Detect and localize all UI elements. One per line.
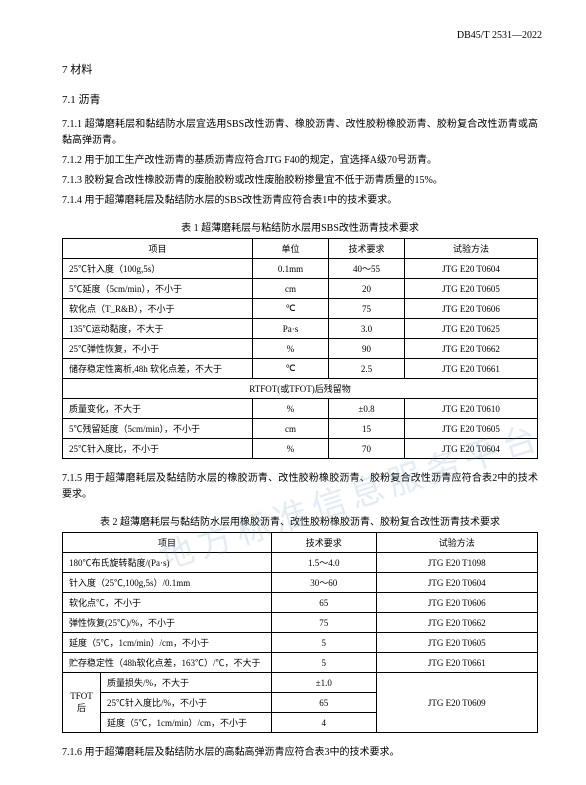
- table-cell: 65: [272, 593, 377, 613]
- table-cell: %: [253, 439, 329, 459]
- table-cell: 软化点℃，不小于: [63, 593, 272, 613]
- table-cell: 90: [329, 339, 405, 359]
- table-cell: JTG E20 T1098: [376, 553, 538, 573]
- table-2: 项目 技术要求 试验方法 180℃布氏旋转黏度/(Pa·s)1.5～4.0JTG…: [62, 532, 538, 733]
- table-cell: 软化点（T_R&B），不小于: [63, 299, 253, 319]
- table-cell: %: [253, 399, 329, 419]
- table-cell: cm: [253, 419, 329, 439]
- table-cell: 储存稳定性离析,48h 软化点差，不大于: [63, 359, 253, 379]
- table1-head-unit: 单位: [253, 239, 329, 259]
- table-cell: cm: [253, 279, 329, 299]
- table-cell: ℃: [253, 359, 329, 379]
- doc-number: DB45/T 2531—2022: [62, 30, 542, 41]
- table2-head-item: 项目: [63, 533, 272, 553]
- para-7-1-4: 7.1.4 用于超薄磨耗层及黏结防水层的SBS改性沥青应符合表1中的技术要求。: [62, 193, 538, 209]
- para-7-1-6: 7.1.6 用于超薄磨耗层及黏结防水层的高黏高弹沥青应符合表3中的技术要求。: [62, 745, 538, 761]
- table-cell: JTG E20 T0662: [376, 613, 538, 633]
- table-cell: ±1.0: [272, 673, 377, 693]
- table-cell: 针入度（25℃,100g,5s）/0.1mm: [63, 573, 272, 593]
- table-cell: 3.0: [329, 319, 405, 339]
- table-cell: 弹性恢复(25℃)/%，不小于: [63, 613, 272, 633]
- table-cell: %: [253, 339, 329, 359]
- table-cell: 贮存稳定性（48h软化点差，163℃）/℃，不大于: [63, 653, 272, 673]
- table-cell: JTG E20 T0606: [376, 593, 538, 613]
- table-cell: 40～55: [329, 259, 405, 279]
- table2-title: 表 2 超薄磨耗层与黏结防水层用橡胶沥青、改性胶粉橡胶沥青、胶粉复合改性沥青技术…: [62, 513, 538, 528]
- table1-head-item: 项目: [63, 239, 253, 259]
- para-7-1-2: 7.1.2 用于加工生产改性沥青的基质沥青应符合JTG F40的规定，宜选择A级…: [62, 153, 538, 169]
- table-1: 项目 单位 技术要求 试验方法 25℃针入度（100g,5s）0.1mm40～5…: [62, 238, 538, 459]
- table-cell: JTG E20 T0604: [405, 439, 538, 459]
- section-7-heading: 7 材料: [62, 61, 538, 77]
- table2-head-method: 试验方法: [376, 533, 538, 553]
- table-cell: JTG E20 T0661: [376, 653, 538, 673]
- table-cell: 75: [329, 299, 405, 319]
- table-cell: JTG E20 T0606: [405, 299, 538, 319]
- table-cell: 质量损失/%，不大于: [101, 673, 272, 693]
- table-cell: JTG E20 T0662: [405, 339, 538, 359]
- table2-head-req: 技术要求: [272, 533, 377, 553]
- table1-head-method: 试验方法: [405, 239, 538, 259]
- table-cell: 30～60: [272, 573, 377, 593]
- table-cell: 5: [272, 633, 377, 653]
- table-cell: 25℃针入度比/%，不小于: [101, 693, 272, 713]
- table-cell: 15: [329, 419, 405, 439]
- table-cell: 4: [272, 713, 377, 733]
- table-cell: ℃: [253, 299, 329, 319]
- table1-midheader: RTFOT(或TFOT)后残留物: [63, 379, 538, 399]
- table-cell: 25℃弹性恢复，不小于: [63, 339, 253, 359]
- table-cell: JTG E20 T0605: [405, 279, 538, 299]
- table-cell: JTG E20 T0605: [376, 633, 538, 653]
- table-cell: 70: [329, 439, 405, 459]
- para-7-1-3: 7.1.3 胶粉复合改性橡胶沥青的废胎胶粉或改性废胎胶粉掺量宜不低于沥青质量的1…: [62, 173, 538, 189]
- para-7-1-5: 7.1.5 用于超薄磨耗层及黏结防水层的橡胶沥青、改性胶粉橡胶沥青、胶粉复合改性…: [62, 471, 538, 503]
- table-cell: 20: [329, 279, 405, 299]
- table-cell: 质量变化，不大于: [63, 399, 253, 419]
- table-cell: JTG E20 T0661: [405, 359, 538, 379]
- table-cell: 延度（5℃，1cm/min）/cm，不小于: [101, 713, 272, 733]
- table-cell: Pa·s: [253, 319, 329, 339]
- table-cell: 5: [272, 653, 377, 673]
- table1-head-req: 技术要求: [329, 239, 405, 259]
- table-cell: 65: [272, 693, 377, 713]
- table-cell: JTG E20 T0625: [405, 319, 538, 339]
- table-cell: 延度（5℃，1cm/min）/cm，不小于: [63, 633, 272, 653]
- table-cell: ±0.8: [329, 399, 405, 419]
- table-cell: 25℃针入度比，不小于: [63, 439, 253, 459]
- table-cell: 5℃延度（5cm/min），不小于: [63, 279, 253, 299]
- para-7-1-1: 7.1.1 超薄磨耗层和黏结防水层宜选用SBS改性沥青、橡胶沥青、改性胶粉橡胶沥…: [62, 117, 538, 149]
- table-cell: 75: [272, 613, 377, 633]
- table-cell: 0.1mm: [253, 259, 329, 279]
- table-cell: 25℃针入度（100g,5s）: [63, 259, 253, 279]
- table1-title: 表 1 超薄磨耗层与粘结防水层用SBS改性沥青技术要求: [62, 219, 538, 234]
- table-cell: 5℃残留延度（5cm/min），不小于: [63, 419, 253, 439]
- table-cell: 180℃布氏旋转黏度/(Pa·s): [63, 553, 272, 573]
- section-7-1-heading: 7.1 沥青: [62, 91, 538, 107]
- table-cell: JTG E20 T0604: [405, 259, 538, 279]
- table-cell: JTG E20 T0610: [405, 399, 538, 419]
- table-cell: JTG E20 T0604: [376, 573, 538, 593]
- table-cell: 1.5～4.0: [272, 553, 377, 573]
- table-cell: JTG E20 T0605: [405, 419, 538, 439]
- table-cell: 2.5: [329, 359, 405, 379]
- table-cell: 135℃运动黏度，不大于: [63, 319, 253, 339]
